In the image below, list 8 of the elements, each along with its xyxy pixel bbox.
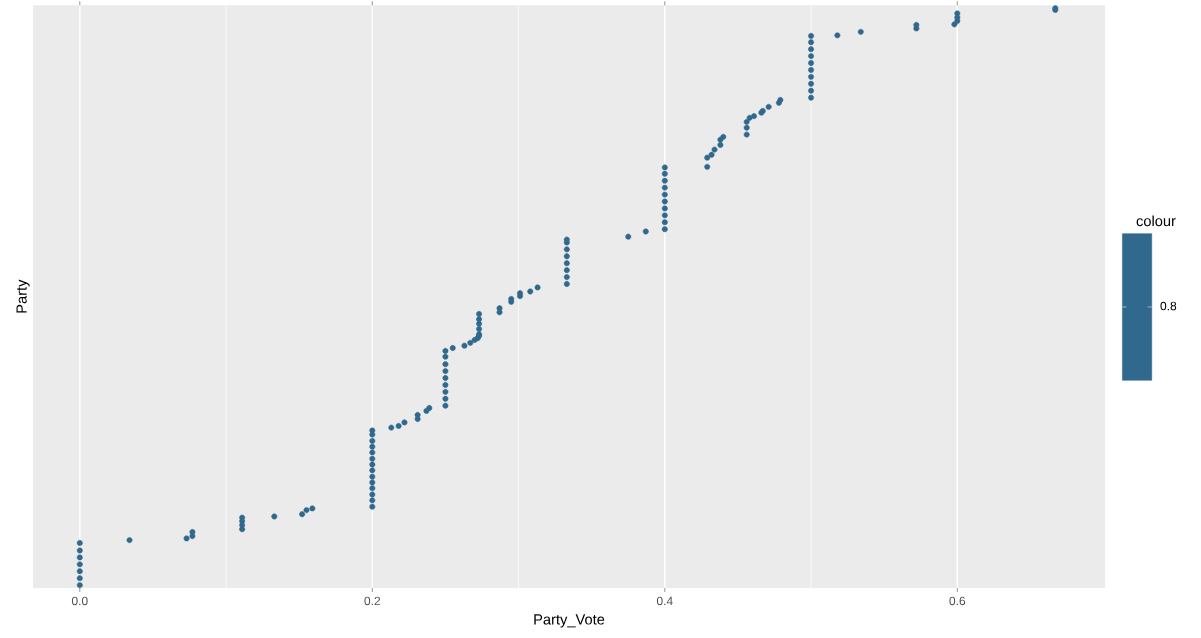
x-tick-label: 0.2: [364, 596, 381, 606]
x-axis-title: Party_Vote: [534, 614, 605, 628]
x-tick-label: 0.0: [71, 596, 88, 606]
y-axis-title: Party: [16, 279, 30, 313]
text: 0.8: [1160, 301, 1177, 311]
legend-title: colour: [1136, 215, 1176, 227]
x-tick-label: 0.6: [949, 596, 966, 606]
x-tick-label: 0.4: [656, 596, 673, 606]
